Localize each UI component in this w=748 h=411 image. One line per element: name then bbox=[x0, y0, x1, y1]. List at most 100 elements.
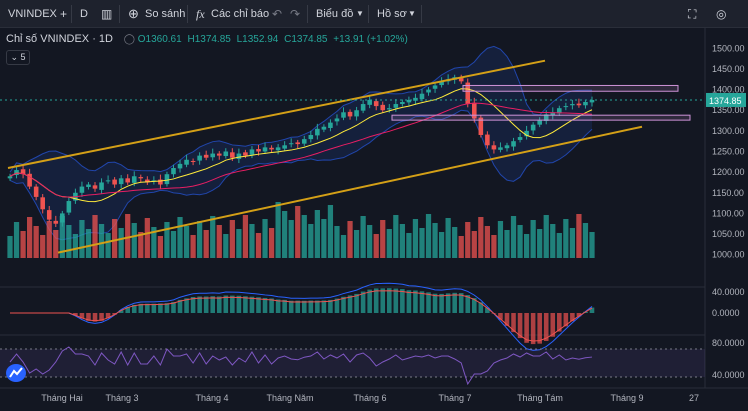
candle-body bbox=[589, 99, 595, 103]
tradingview-logo[interactable] bbox=[6, 364, 26, 382]
candle-body bbox=[171, 168, 176, 175]
chevron-down-icon[interactable]: ▼ bbox=[408, 9, 416, 18]
macd-histogram-bar bbox=[288, 300, 294, 313]
macd-histogram-bar bbox=[190, 297, 196, 313]
macd-signal-line bbox=[10, 290, 593, 342]
candle-body bbox=[66, 201, 72, 213]
screenshot-icon[interactable]: ◎ bbox=[716, 7, 727, 21]
volume-bar bbox=[157, 236, 164, 258]
legend-eye-icon[interactable]: ◯ bbox=[123, 34, 135, 45]
volume-bar bbox=[13, 222, 20, 258]
price-tick-label: 1200.00 bbox=[712, 167, 745, 177]
volume-bar bbox=[177, 217, 183, 258]
candles-icon[interactable]: ▥ bbox=[101, 7, 113, 21]
chart-area[interactable]: 1500.00 1450.00 1400.00 1350.00 1300.00 1250.… bbox=[0, 28, 748, 406]
compare-icon[interactable]: ⊕ bbox=[128, 6, 139, 21]
candle-body bbox=[419, 93, 425, 100]
candle-body bbox=[99, 182, 104, 190]
candle-body bbox=[197, 155, 202, 161]
volume-bar bbox=[425, 214, 432, 258]
toolbar-divider bbox=[187, 5, 188, 23]
chart-type-button[interactable]: Biểu đồ bbox=[316, 8, 354, 20]
volume-bar bbox=[367, 225, 373, 258]
indicators-icon[interactable]: fx bbox=[196, 7, 205, 21]
legend-open: O1360.61 bbox=[137, 34, 182, 45]
volume-bar bbox=[40, 235, 46, 258]
redo-icon[interactable]: ↷ bbox=[290, 7, 301, 21]
candle-body bbox=[60, 213, 65, 223]
candle-body bbox=[511, 141, 516, 147]
volume-bar bbox=[445, 218, 451, 258]
compare-button[interactable]: So sánh bbox=[145, 8, 186, 20]
candle-body bbox=[367, 99, 372, 105]
volume-bar bbox=[210, 216, 216, 258]
candle-body bbox=[40, 197, 45, 210]
legend-change: +13.91 (+1.02%) bbox=[333, 34, 408, 45]
candle-body bbox=[315, 128, 320, 136]
candle-body bbox=[524, 130, 529, 137]
time-tick-label: Tháng Năm bbox=[266, 393, 313, 403]
macd-histogram-bar bbox=[576, 313, 582, 317]
volume-bar bbox=[118, 228, 124, 258]
candle-body bbox=[53, 220, 59, 224]
price-tick-label: 1250.00 bbox=[712, 147, 745, 157]
macd-histogram-bar bbox=[413, 290, 418, 313]
volume-bar bbox=[144, 218, 150, 258]
candle-body bbox=[262, 147, 268, 152]
candle-body bbox=[223, 151, 229, 157]
volume-bar bbox=[33, 226, 39, 258]
time-tick-label: Tháng 4 bbox=[195, 393, 228, 403]
macd-histogram-bar bbox=[530, 313, 536, 345]
bollinger-lower-line bbox=[9, 109, 593, 241]
volume-bar bbox=[112, 219, 118, 258]
legend-title[interactable]: Chỉ số VNINDEX · 1D bbox=[6, 33, 113, 45]
macd-histogram-bar bbox=[360, 291, 366, 313]
price-chart[interactable]: 1500.00 1450.00 1400.00 1350.00 1300.00 1250.… bbox=[0, 28, 748, 406]
volume-bar bbox=[517, 225, 523, 258]
volume-bar bbox=[582, 223, 589, 258]
candle-body bbox=[498, 147, 503, 150]
volume-bar bbox=[563, 219, 569, 258]
macd-histogram-bar bbox=[177, 299, 183, 313]
candle-body bbox=[576, 103, 582, 106]
candle-body bbox=[145, 179, 150, 183]
chevron-down-icon[interactable]: ▼ bbox=[356, 9, 364, 18]
volume-bar bbox=[471, 231, 477, 258]
volume-bar bbox=[229, 220, 235, 258]
volume-bar bbox=[340, 235, 347, 258]
candle-body bbox=[151, 180, 157, 182]
macd-histogram-bar bbox=[112, 313, 117, 315]
candle-body bbox=[7, 176, 13, 179]
macd-histogram-bar bbox=[184, 298, 189, 313]
volume-bar bbox=[412, 219, 419, 258]
volume-bar bbox=[203, 230, 209, 258]
volume-bar bbox=[556, 233, 562, 258]
candle-body bbox=[249, 149, 255, 155]
indicator-collapse-badge[interactable]: ⌄ 5 bbox=[6, 50, 30, 65]
volume-bar bbox=[497, 221, 504, 258]
candle-body bbox=[216, 153, 222, 156]
undo-icon[interactable]: ↶ bbox=[272, 7, 283, 21]
volume-bar bbox=[105, 233, 111, 258]
volume-bar bbox=[432, 223, 438, 258]
interval-button[interactable]: D bbox=[80, 8, 88, 20]
candle-body bbox=[27, 173, 32, 187]
macd-histogram-bar bbox=[262, 297, 268, 313]
indicators-button[interactable]: Các chỉ báo bbox=[211, 8, 270, 20]
candle-body bbox=[478, 117, 484, 135]
macd-histogram-bar bbox=[550, 313, 556, 337]
macd-histogram-bar bbox=[400, 289, 405, 313]
candle-body bbox=[14, 170, 19, 176]
macd-histogram-bar bbox=[321, 300, 327, 313]
price-tick-label: 1300.00 bbox=[712, 126, 745, 136]
symbol-search[interactable]: VNINDEX bbox=[8, 8, 57, 20]
profile-button[interactable]: Hồ sơ bbox=[377, 8, 407, 20]
macd-histogram-bar bbox=[145, 303, 150, 313]
fullscreen-icon[interactable]: ⛶ bbox=[688, 7, 697, 21]
volume-bar bbox=[314, 210, 320, 258]
macd-histogram-bar bbox=[347, 295, 353, 313]
add-symbol-icon[interactable]: + bbox=[60, 7, 68, 21]
price-tick-label: 1050.00 bbox=[712, 229, 745, 239]
macd-histogram-bar bbox=[498, 313, 503, 320]
macd-histogram-bar bbox=[203, 296, 209, 313]
